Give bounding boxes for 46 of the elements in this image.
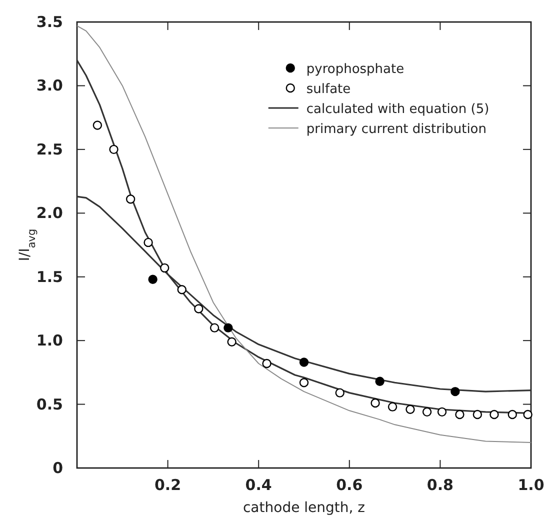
- x-tick-label: 0.2: [154, 476, 182, 494]
- point: [299, 358, 309, 367]
- point: [194, 304, 204, 314]
- x-tick-label: 0.6: [336, 476, 363, 494]
- point: [388, 402, 398, 412]
- point: [455, 410, 464, 420]
- point: [370, 398, 380, 408]
- point: [92, 120, 102, 130]
- y-tick-label: 2.5: [36, 140, 63, 158]
- legend-label: sulfate: [306, 82, 351, 97]
- point: [375, 376, 384, 386]
- x-tick-label: 0.8: [426, 476, 454, 494]
- point: [262, 358, 272, 368]
- y-tick-label: 1.5: [36, 268, 63, 286]
- point: [177, 285, 186, 294]
- x-axis-title: cathode length, z: [242, 500, 366, 516]
- point: [224, 323, 233, 332]
- legend-label: primary current distribution: [306, 122, 487, 137]
- point: [144, 238, 153, 248]
- point: [227, 337, 236, 346]
- y-tick-label: 2.0: [36, 204, 63, 222]
- y-tick-label: 3.5: [36, 13, 63, 31]
- line-series: [76, 25, 532, 444]
- point: [406, 404, 415, 414]
- point: [335, 388, 344, 398]
- point: [160, 263, 170, 273]
- point: [508, 410, 517, 420]
- point: [109, 144, 118, 154]
- y-tick-label: 0: [52, 459, 63, 477]
- point: [437, 407, 447, 417]
- point: [126, 194, 136, 204]
- y-tick-label: 1.0: [36, 332, 63, 350]
- point: [490, 410, 499, 420]
- x-tick-label: 0.4: [245, 476, 272, 494]
- legend-label: pyrophosphate: [306, 62, 404, 77]
- point: [299, 378, 309, 388]
- legend-label: calculated with equation (5): [306, 102, 490, 117]
- point: [210, 323, 220, 332]
- y-tick-label: 0.5: [36, 395, 63, 414]
- y-tick-label: 3.0: [36, 76, 63, 95]
- point: [450, 386, 460, 396]
- point: [422, 407, 432, 417]
- x-tick-label: 1.0: [518, 476, 544, 494]
- point: [148, 274, 158, 284]
- point: [472, 410, 482, 420]
- point: [523, 410, 532, 420]
